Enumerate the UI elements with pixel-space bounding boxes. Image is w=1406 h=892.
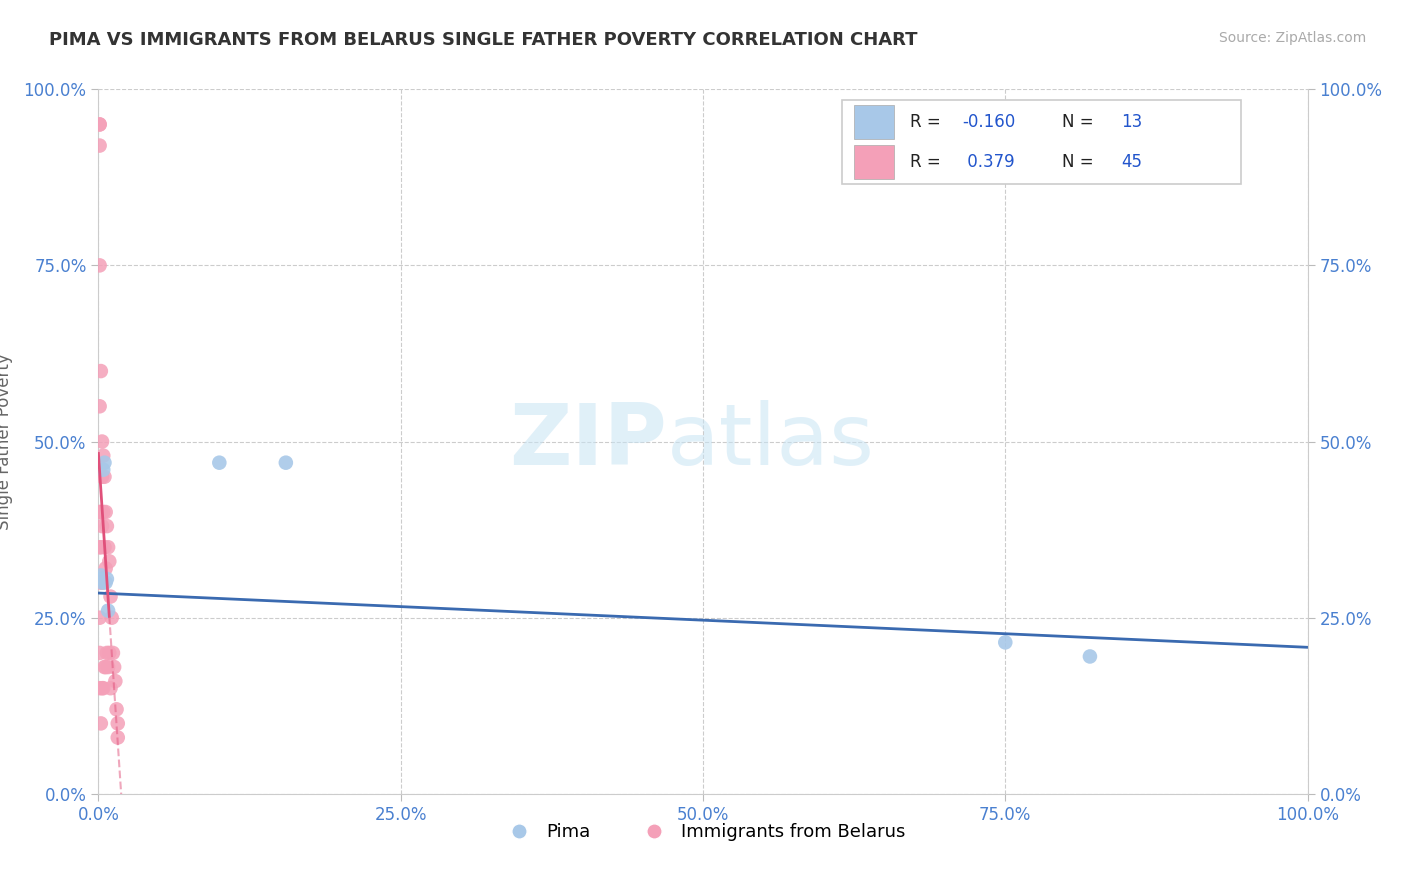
Point [93, 660, 115, 674]
Point [91, 434, 114, 449]
Point [208, 456, 231, 470]
Point [89, 259, 111, 273]
Point [97, 604, 120, 618]
Point [91, 519, 114, 533]
Point [89, 505, 111, 519]
Point [91, 572, 114, 586]
Text: atlas: atlas [666, 400, 875, 483]
Point [100, 681, 122, 696]
Point [1078, 649, 1101, 664]
Point [91, 681, 114, 696]
Point [94, 505, 117, 519]
Point [96, 646, 118, 660]
Point [107, 731, 129, 745]
Point [97, 660, 120, 674]
Point [98, 646, 121, 660]
Point [94, 575, 117, 590]
Point [89, 117, 111, 131]
Point [89, 681, 111, 696]
Point [96, 572, 118, 586]
Point [91, 575, 114, 590]
Point [89, 399, 111, 413]
Point [104, 674, 127, 689]
Point [90, 505, 112, 519]
Point [101, 646, 124, 660]
Point [93, 456, 115, 470]
Point [90, 568, 112, 582]
Point [89, 541, 111, 555]
Point [91, 575, 114, 590]
Point [90, 572, 112, 586]
Text: Source: ZipAtlas.com: Source: ZipAtlas.com [1219, 31, 1367, 45]
Y-axis label: Single Father Poverty: Single Father Poverty [0, 353, 13, 530]
Point [103, 660, 125, 674]
Point [274, 456, 297, 470]
Point [93, 541, 115, 555]
Point [93, 469, 115, 483]
Point [105, 702, 128, 716]
Text: PIMA VS IMMIGRANTS FROM BELARUS SINGLE FATHER POVERTY CORRELATION CHART: PIMA VS IMMIGRANTS FROM BELARUS SINGLE F… [49, 31, 918, 49]
Point [91, 505, 114, 519]
Point [90, 716, 112, 731]
Point [107, 716, 129, 731]
Point [91, 681, 114, 696]
Point [100, 590, 122, 604]
Point [94, 561, 117, 575]
Point [89, 138, 111, 153]
Text: ZIP: ZIP [509, 400, 666, 483]
Point [89, 575, 111, 590]
Point [98, 554, 121, 568]
Point [91, 463, 114, 477]
Point [100, 610, 122, 624]
Point [91, 469, 114, 483]
Point [89, 646, 111, 660]
Point [91, 575, 114, 590]
Point [90, 541, 112, 555]
Point [90, 364, 112, 378]
Point [91, 449, 114, 463]
Point [97, 541, 120, 555]
Point [89, 117, 111, 131]
Point [994, 635, 1017, 649]
Point [96, 519, 118, 533]
Legend: Pima, Immigrants from Belarus: Pima, Immigrants from Belarus [494, 816, 912, 848]
Point [89, 610, 111, 624]
Point [94, 660, 117, 674]
